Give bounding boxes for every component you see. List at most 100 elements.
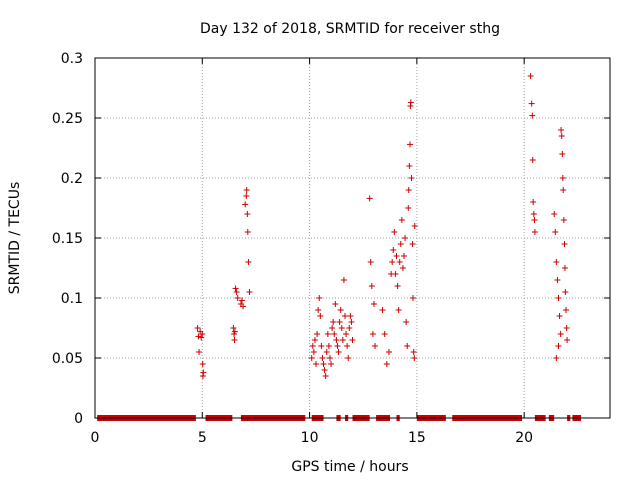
data-point [234,295,241,301]
plot-frame [94,57,611,419]
y-tick-label: 0.2 [61,171,83,187]
data-point [372,343,379,349]
x-tick-label: 20 [515,430,533,446]
data-point [233,289,240,295]
data-point [348,319,355,325]
data-point [560,217,567,223]
data-point [230,325,237,331]
data-point [199,331,206,337]
data-point [367,259,374,265]
y-tick-label: 0 [74,411,83,427]
data-point [321,367,328,373]
data-point [394,283,401,289]
data-point [332,301,339,307]
data-point [366,195,373,202]
data-point [558,133,565,139]
data-point [561,265,568,271]
x-tick-label: 5 [198,430,207,446]
x-tick-label: 0 [91,430,100,446]
data-point [195,333,202,340]
data-point [405,205,412,211]
y-axis-label: SRMTID / TECUs [7,182,23,295]
data-point [553,259,560,265]
data-point [408,175,415,181]
data-point [322,373,329,379]
data-point [314,331,321,337]
x-tick-label: 10 [301,430,319,446]
data-point [243,187,250,193]
data-point [310,349,317,355]
data-point [398,217,405,223]
data-point [555,295,562,301]
data-point [556,313,563,319]
data-point [551,211,558,217]
data-point [308,355,315,361]
data-point [409,241,416,247]
axis-ticks: 0 5 10 15 20 0 0.05 0.1 0.15 0.2 0.25 0.3 [52,51,610,446]
data-point [194,325,201,331]
y-tick-label: 0.1 [61,291,83,307]
data-point [198,334,205,341]
data-point [313,361,320,367]
data-point [385,349,392,355]
data-point [341,313,348,319]
data-point [399,265,406,271]
data-point [334,343,341,349]
data-point [347,313,354,319]
data-point [527,73,534,79]
data-point [245,259,252,265]
data-point [395,307,402,313]
data-point [331,331,338,337]
data-point [231,328,238,335]
data-point [344,343,351,349]
data-point [315,307,322,313]
data-point [563,325,570,331]
data-point [317,313,324,319]
y-tick-label: 0.3 [61,51,83,67]
grid [95,58,610,418]
y-tick-label: 0.15 [52,231,83,247]
chart-title: Day 132 of 2018, SRMTID for receiver sth… [200,21,500,37]
data-point [325,343,332,349]
data-point [333,337,340,343]
data-point [340,277,347,283]
data-point [244,211,251,217]
data-point [530,199,537,205]
data-point [562,289,569,295]
data-point [389,259,396,265]
data-point [401,253,407,259]
data-point [338,325,345,331]
data-point [240,303,247,310]
data-point [552,229,559,235]
data-point [559,151,566,157]
data-point [345,355,352,361]
data-point [411,223,418,229]
data-point [309,343,316,349]
data-point [346,325,353,331]
data-point [311,337,318,343]
data-point [339,337,346,343]
data-point [370,301,377,307]
data-point [196,349,203,355]
data-point [530,211,537,217]
x-tick-label: 15 [408,430,426,446]
data-point [328,361,335,367]
x-axis-label: GPS time / hours [291,459,408,475]
data-point [563,307,570,313]
data-point [397,241,404,247]
data-point [410,349,417,355]
data-point [403,319,410,325]
data-point [381,331,388,337]
data-point [405,187,412,193]
data-point [320,361,327,367]
data-point [330,319,337,325]
data-point [337,307,344,313]
data-point [238,297,245,304]
data-point [336,319,343,325]
data-point [242,201,249,208]
data-point [343,331,350,337]
data-point [326,355,333,361]
data-point [368,283,375,289]
data-point [529,112,536,119]
